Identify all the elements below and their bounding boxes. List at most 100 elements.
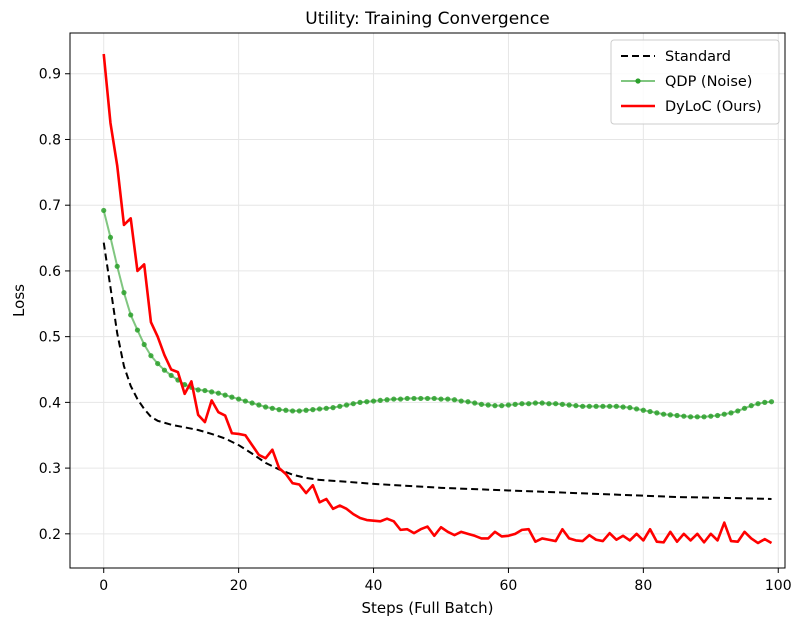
legend-box <box>610 39 780 125</box>
data-point <box>161 367 168 373</box>
data-point <box>593 403 599 409</box>
legend-marker <box>635 78 641 84</box>
data-point <box>195 387 201 393</box>
data-point <box>553 401 559 407</box>
data-point <box>202 387 208 394</box>
data-point <box>121 290 127 296</box>
data-point <box>708 413 714 419</box>
data-point <box>229 394 235 400</box>
data-point <box>741 405 748 411</box>
data-point <box>316 406 323 412</box>
data-point <box>107 234 114 241</box>
series-line <box>102 210 772 418</box>
data-point <box>451 397 458 403</box>
data-point <box>472 400 478 406</box>
data-point <box>411 395 417 402</box>
data-point <box>526 401 532 407</box>
y-tick-label: 0.7 <box>39 198 61 214</box>
data-point <box>627 405 633 411</box>
data-point <box>215 390 221 396</box>
x-tick-label: 40 <box>365 578 383 594</box>
data-point <box>478 401 485 407</box>
data-point <box>209 389 215 395</box>
data-point <box>647 408 653 415</box>
data-point <box>512 401 518 407</box>
data-point <box>337 403 343 409</box>
data-point <box>242 398 248 404</box>
legend-entries: Standard QDP (Noise) DyLoC (Ours) <box>621 49 762 115</box>
data-point <box>141 341 147 348</box>
data-point <box>350 401 356 407</box>
data-point <box>458 398 464 404</box>
data-point <box>687 414 694 420</box>
data-point <box>269 405 275 411</box>
data-point <box>539 400 545 406</box>
data-point <box>566 402 572 408</box>
data-point <box>438 396 444 402</box>
data-point <box>694 414 700 420</box>
data-point <box>532 400 539 406</box>
series-line <box>102 53 773 545</box>
data-point <box>323 405 329 411</box>
legend-label: Standard <box>665 49 731 65</box>
data-point <box>613 403 619 409</box>
data-point <box>681 413 687 419</box>
y-tick-label: 0.3 <box>39 461 61 477</box>
data-point <box>418 395 424 402</box>
data-point <box>620 404 626 410</box>
data-point <box>343 402 350 408</box>
data-point <box>310 407 316 413</box>
series-dyloc-ours <box>102 53 773 545</box>
data-point <box>559 401 566 407</box>
data-point <box>114 263 120 269</box>
data-point <box>168 372 174 379</box>
y-axis-label: Loss <box>10 284 28 317</box>
data-point <box>499 403 505 409</box>
data-point <box>364 399 370 405</box>
data-point <box>755 401 761 407</box>
data-point <box>303 407 309 413</box>
data-point <box>256 402 262 408</box>
data-point <box>654 410 660 416</box>
x-tick-label: 60 <box>500 578 518 594</box>
chart-title: Utility: Training Convergence <box>305 9 549 29</box>
legend-label: QDP (Noise) <box>665 74 752 90</box>
legend: Standard QDP (Noise) DyLoC (Ours) <box>610 39 780 125</box>
data-point <box>768 399 775 405</box>
y-tick-label: 0.8 <box>39 132 61 148</box>
data-point <box>660 411 667 417</box>
data-point <box>377 397 383 404</box>
data-point <box>701 414 707 420</box>
x-tick-label: 0 <box>99 578 108 594</box>
data-point <box>296 408 302 414</box>
x-tick-label: 100 <box>765 578 792 594</box>
data-point <box>249 400 255 406</box>
data-point <box>728 410 734 416</box>
series-layer <box>101 53 775 545</box>
data-point <box>573 403 579 409</box>
data-point <box>289 408 296 414</box>
data-point <box>485 402 491 408</box>
data-point <box>546 401 552 407</box>
data-point <box>519 401 525 407</box>
y-tick-label: 0.2 <box>39 527 61 543</box>
data-point <box>505 402 512 408</box>
plot-frame <box>69 32 786 569</box>
x-axis-label: Steps (Full Batch) <box>362 599 494 617</box>
data-point <box>283 407 289 413</box>
data-point <box>263 404 269 410</box>
data-point <box>222 392 228 398</box>
data-point <box>357 399 363 405</box>
data-point <box>128 312 134 318</box>
data-point <box>607 403 613 409</box>
data-point <box>586 403 592 409</box>
data-point <box>431 395 437 402</box>
data-point <box>101 207 107 214</box>
data-point <box>155 360 161 367</box>
data-point <box>330 405 336 411</box>
legend-entry-standard: Standard <box>621 49 731 65</box>
data-point <box>580 403 586 409</box>
data-point <box>424 395 431 402</box>
data-point <box>748 403 754 409</box>
